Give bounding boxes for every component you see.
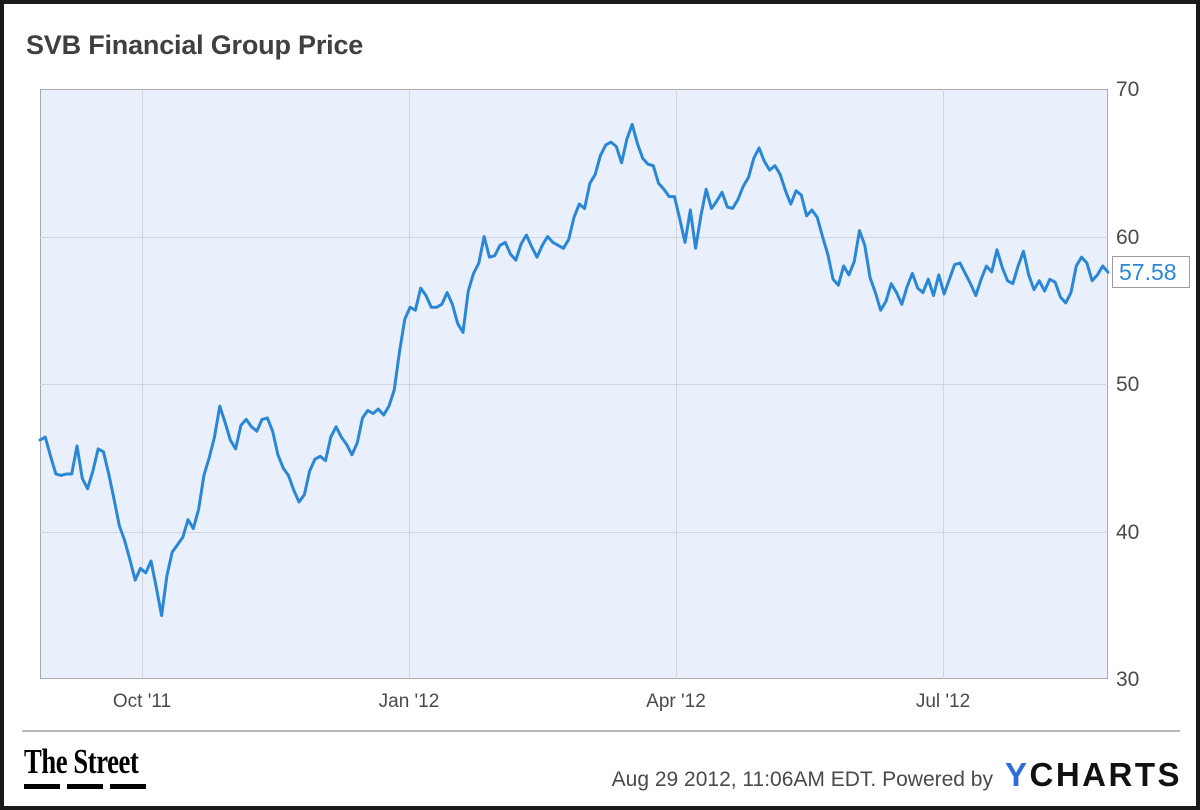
gridline-horizontal [40, 384, 1108, 385]
ycharts-logo: YCHARTS [1005, 758, 1182, 791]
chart-footer: The Street Aug 29 2012, 11:06AM EDT. Pow… [4, 730, 1196, 806]
price-line-series [38, 122, 1110, 618]
y-axis-tick-label: 40 [1116, 520, 1140, 544]
plot-container [38, 89, 1110, 679]
ycharts-y-mark: Y [1004, 756, 1030, 793]
y-axis-tick-label: 60 [1116, 225, 1140, 249]
thestreet-logo-bars [24, 784, 146, 789]
footer-divider [22, 730, 1180, 732]
x-axis-tick-label: Apr '12 [646, 691, 706, 712]
current-price-badge: 57.58 [1112, 256, 1190, 289]
logo-bar [67, 784, 103, 789]
gridline-horizontal [40, 236, 1108, 238]
gridline-horizontal [40, 531, 1108, 533]
gridline-vertical [675, 89, 677, 679]
timestamp-text: Aug 29 2012, 11:06AM EDT. Powered by [611, 768, 993, 791]
logo-bar [110, 784, 146, 789]
thestreet-wordmark: The Street [24, 741, 139, 781]
gridline-vertical [942, 89, 944, 679]
y-axis-tick-label: 30 [1116, 668, 1140, 691]
y-axis-tick-label: 70 [1116, 78, 1140, 101]
x-axis-tick-label: Jan '12 [378, 691, 440, 712]
y-axis-tick-label: 50 [1116, 373, 1140, 396]
price-line-path [38, 122, 1110, 618]
x-axis-tick-label: Oct '11 [112, 691, 172, 712]
footer-attribution: Aug 29 2012, 11:06AM EDT. Powered by YCH… [612, 758, 1182, 792]
gridline-vertical [408, 89, 410, 679]
x-axis-tick-label: Jul '12 [915, 691, 971, 712]
ycharts-wordmark: CHARTS [1029, 756, 1182, 793]
thestreet-logo: The Street [24, 744, 164, 789]
logo-bar [24, 784, 60, 789]
page-title: SVB Financial Group Price [26, 30, 364, 60]
gridline-vertical [141, 89, 143, 679]
